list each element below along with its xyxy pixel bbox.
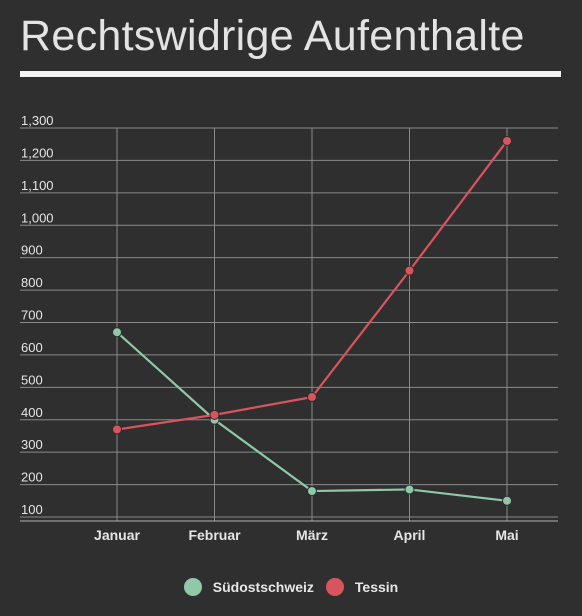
chart-title: Rechtswidrige Aufenthalte <box>20 12 525 60</box>
y-tick-label: 300 <box>21 437 43 452</box>
y-tick-label: 1,100 <box>21 178 54 193</box>
data-point <box>404 265 415 276</box>
data-point <box>307 486 317 497</box>
legend: Südostschweiz Tessin <box>0 578 582 596</box>
y-tick-label: 1,300 <box>21 113 54 128</box>
title-underline <box>20 71 561 77</box>
legend-item-tessin[interactable]: Tessin <box>325 578 399 596</box>
legend-item-suedostschweiz[interactable]: Südostschweiz <box>183 578 314 596</box>
y-tick-label: 200 <box>21 470 43 485</box>
y-tick-label: 1,200 <box>21 145 54 160</box>
y-tick-label: 400 <box>21 405 43 420</box>
data-point <box>112 327 122 338</box>
data-point <box>307 392 317 403</box>
y-tick-label: 700 <box>21 308 43 323</box>
y-tick-label: 600 <box>21 340 43 355</box>
legend-swatch-suedostschweiz <box>183 578 202 596</box>
data-point <box>404 484 415 495</box>
data-point <box>112 424 122 435</box>
legend-label-tessin: Tessin <box>354 579 399 595</box>
data-point <box>209 409 220 420</box>
x-tick-label: Januar <box>94 527 140 543</box>
y-tick-label: 800 <box>21 275 43 290</box>
x-tick-label: März <box>296 527 328 543</box>
x-tick-label: April <box>394 527 426 543</box>
y-tick-label: 1,000 <box>21 210 54 225</box>
data-point <box>502 135 512 146</box>
y-tick-label: 500 <box>21 372 43 387</box>
legend-swatch-tessin <box>325 578 344 596</box>
legend-label-suedostschweiz: Südostschweiz <box>212 579 314 595</box>
y-tick-label: 100 <box>21 502 43 517</box>
data-point <box>502 495 512 506</box>
x-tick-label: Mai <box>495 527 518 543</box>
y-tick-label: 900 <box>21 243 43 258</box>
x-tick-label: Februar <box>188 527 241 543</box>
